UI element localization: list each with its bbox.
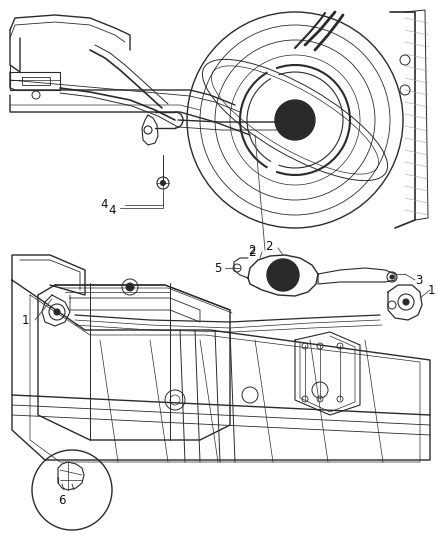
Circle shape [308,117,314,123]
Circle shape [390,275,394,279]
Text: 6: 6 [58,494,66,506]
Circle shape [160,181,166,185]
Circle shape [275,100,315,140]
Text: 1: 1 [22,313,29,327]
Circle shape [297,102,303,107]
Text: 4: 4 [100,198,107,212]
Text: 4: 4 [108,204,116,216]
Circle shape [289,114,301,126]
Text: 5: 5 [214,262,221,274]
Text: 1: 1 [428,284,435,296]
Text: 3: 3 [415,273,422,287]
Circle shape [279,271,287,279]
Circle shape [267,259,299,291]
Circle shape [403,299,409,305]
Circle shape [54,309,60,315]
Circle shape [279,127,285,132]
Text: 2: 2 [265,240,272,254]
Circle shape [297,133,303,138]
Circle shape [126,283,134,291]
Text: 2: 2 [248,244,255,256]
Circle shape [279,108,285,113]
Text: 2: 2 [248,246,255,259]
